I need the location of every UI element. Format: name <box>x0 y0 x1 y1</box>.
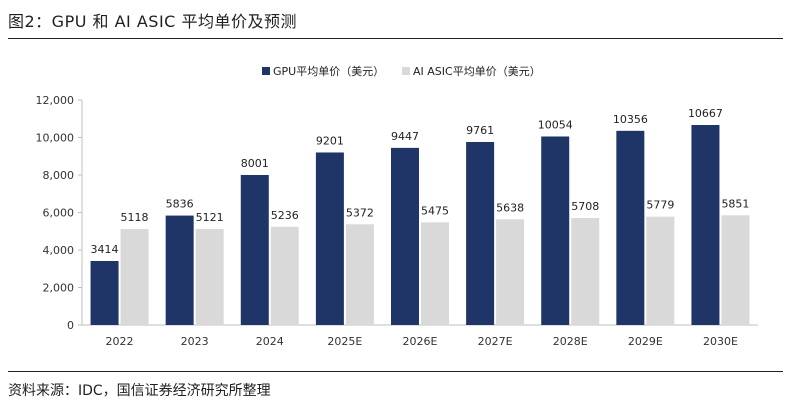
y-tick-label: 8,000 <box>43 169 75 182</box>
gpu-bar <box>391 147 419 325</box>
asic-data-label: 5372 <box>346 206 374 219</box>
figure-title: 图2：GPU 和 AI ASIC 平均单价及预测 <box>8 12 297 31</box>
x-tick-label: 2030E <box>703 335 738 348</box>
gpu-bar <box>240 174 269 325</box>
title-rule <box>8 38 783 39</box>
gpu-bar <box>616 130 645 325</box>
gpu-data-label: 10667 <box>688 107 723 120</box>
asic-data-label: 5708 <box>571 200 599 213</box>
gpu-bar <box>691 124 720 326</box>
asic-bar <box>120 229 149 325</box>
asic-data-label: 5121 <box>196 211 224 224</box>
x-tick-label: 2028E <box>553 335 588 348</box>
gpu-bar <box>315 152 344 325</box>
y-tick-label: 0 <box>67 319 74 332</box>
gpu-data-label: 10054 <box>538 118 573 131</box>
y-tick-label: 4,000 <box>43 244 75 257</box>
asic-data-label: 5851 <box>721 197 749 210</box>
legend-swatch-asic <box>402 67 410 75</box>
asic-bar <box>646 216 675 325</box>
gpu-data-label: 3414 <box>91 243 119 256</box>
gpu-bar <box>165 215 194 325</box>
asic-data-label: 5475 <box>421 204 449 217</box>
asic-bar <box>270 226 299 325</box>
gpu-data-label: 9761 <box>466 124 494 137</box>
source-rule <box>8 371 783 372</box>
legend-label-asic: AI ASIC平均单价（美元） <box>413 65 541 78</box>
asic-data-label: 5638 <box>496 201 524 214</box>
gpu-data-label: 9447 <box>391 130 419 143</box>
asic-data-label: 5236 <box>271 209 299 222</box>
gpu-bar <box>466 141 495 325</box>
asic-data-label: 5779 <box>646 199 674 212</box>
asic-bar <box>195 228 224 325</box>
gpu-data-label: 10356 <box>613 113 648 126</box>
source-note: 资料来源：IDC，国信证券经济研究所整理 <box>8 383 271 399</box>
legend-label-gpu: GPU平均单价（美元） <box>273 65 384 78</box>
y-tick-label: 6,000 <box>43 207 75 220</box>
gpu-bar <box>541 136 570 325</box>
y-tick-label: 2,000 <box>43 282 75 295</box>
asic-data-label: 5118 <box>121 211 149 224</box>
x-tick-label: 2029E <box>628 335 663 348</box>
asic-bar <box>496 219 525 325</box>
gpu-data-label: 5836 <box>166 198 194 211</box>
gpu-bar <box>90 260 119 325</box>
x-tick-label: 2026E <box>403 335 438 348</box>
x-tick-label: 2027E <box>478 335 513 348</box>
y-tick-label: 12,000 <box>36 94 75 107</box>
asic-bar <box>421 222 449 325</box>
gpu-data-label: 8001 <box>241 157 269 170</box>
asic-bar <box>721 215 750 325</box>
x-tick-label: 2025E <box>327 335 362 348</box>
asic-bar <box>571 217 600 325</box>
x-tick-label: 2022 <box>106 335 134 348</box>
gpu-data-label: 9201 <box>316 134 344 147</box>
asic-bar <box>345 224 374 325</box>
y-tick-label: 10,000 <box>36 132 75 145</box>
legend-swatch-gpu <box>262 67 270 75</box>
x-tick-label: 2024 <box>256 335 284 348</box>
x-tick-label: 2023 <box>181 335 209 348</box>
